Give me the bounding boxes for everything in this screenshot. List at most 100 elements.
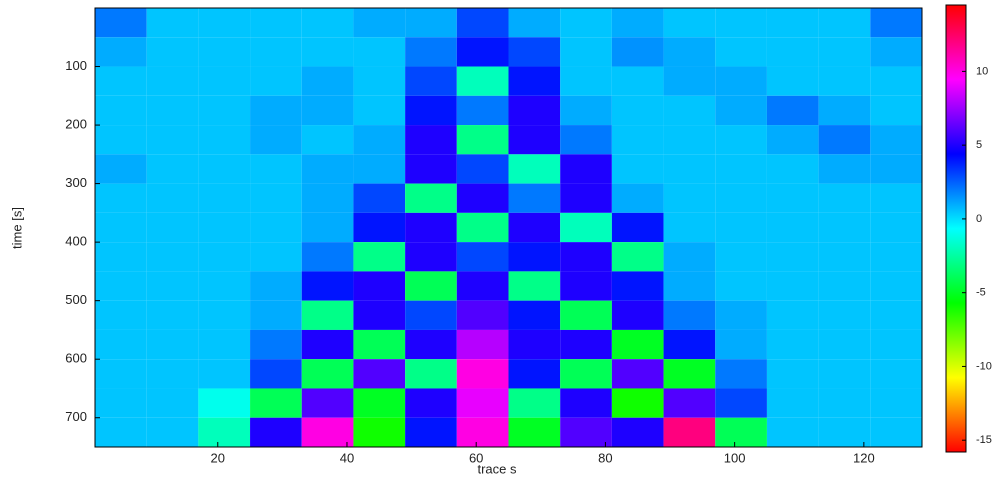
- heatmap-cell: [766, 8, 819, 38]
- heatmap-cell: [766, 212, 819, 243]
- heatmap-cell: [611, 183, 664, 213]
- y-tick-label: 600: [65, 351, 87, 366]
- heatmap-cell: [198, 271, 251, 301]
- heatmap-cell: [95, 8, 147, 38]
- colorbar-tick-label: 5: [976, 139, 982, 151]
- heatmap-cell: [818, 8, 871, 38]
- heatmap-cell: [405, 125, 457, 155]
- heatmap-cell: [663, 95, 716, 126]
- heatmap-cell: [560, 95, 612, 126]
- heatmap-cell: [611, 388, 664, 418]
- heatmap-cell: [405, 271, 457, 301]
- heatmap-cell: [353, 242, 406, 272]
- heatmap-cell: [250, 37, 302, 67]
- heatmap-cell: [818, 271, 871, 301]
- heatmap-cell: [560, 242, 612, 272]
- heatmap-cell: [818, 212, 871, 243]
- heatmap-cell: [870, 271, 922, 301]
- heatmap-cell: [198, 8, 251, 38]
- heatmap-cell: [198, 183, 251, 213]
- heatmap-cell: [301, 388, 354, 418]
- heatmap-cell: [508, 300, 561, 330]
- heatmap-cell: [663, 212, 716, 243]
- heatmap-cell: [353, 8, 406, 38]
- heatmap-cell: [405, 66, 457, 96]
- heatmap-cell: [611, 66, 664, 96]
- heatmap-cell: [663, 271, 716, 301]
- heatmap-cell: [818, 242, 871, 272]
- heatmap-cell: [95, 271, 147, 301]
- colorbar-tick-label: 10: [976, 65, 988, 77]
- heatmap-cell: [405, 8, 457, 38]
- heatmap-cell: [301, 417, 354, 447]
- heatmap-cell: [250, 154, 302, 184]
- heatmap-cell: [611, 271, 664, 301]
- heatmap-cell: [198, 125, 251, 155]
- heatmap-cell: [198, 329, 251, 360]
- heatmap-cell: [663, 125, 716, 155]
- heatmap-cell: [301, 212, 354, 243]
- heatmap-cell: [508, 37, 561, 67]
- x-tick-label: 80: [598, 450, 612, 465]
- heatmap-cell: [198, 95, 251, 126]
- heatmap-cell: [818, 329, 871, 360]
- heatmap-cell: [301, 300, 354, 330]
- heatmap-cell: [870, 359, 922, 389]
- heatmap-cell: [456, 125, 509, 155]
- heatmap-cell: [715, 300, 767, 330]
- heatmap-cell: [766, 271, 819, 301]
- heatmap-cell: [715, 242, 767, 272]
- heatmap-cell: [250, 359, 302, 389]
- heatmap-cell: [146, 329, 199, 360]
- heatmap-cell: [560, 37, 612, 67]
- y-axis-label: time [s]: [9, 207, 24, 249]
- heatmap-cell: [405, 417, 457, 447]
- heatmap-cell: [508, 359, 561, 389]
- heatmap-cell: [870, 125, 922, 155]
- heatmap-cell: [560, 300, 612, 330]
- heatmap-cell: [301, 271, 354, 301]
- heatmap-cell: [611, 154, 664, 184]
- heatmap-cell: [456, 271, 509, 301]
- heatmap-cell: [353, 154, 406, 184]
- heatmap-cell: [456, 359, 509, 389]
- y-tick-label: 100: [65, 58, 87, 73]
- heatmap-cell: [611, 242, 664, 272]
- heatmap-cell: [353, 37, 406, 67]
- heatmap-cell: [405, 359, 457, 389]
- heatmap-cell: [663, 8, 716, 38]
- heatmap-cell: [611, 300, 664, 330]
- heatmap-cell: [95, 154, 147, 184]
- heatmap-cell: [870, 8, 922, 38]
- heatmap-cell: [715, 66, 767, 96]
- heatmap-cell: [508, 212, 561, 243]
- heatmap-cell: [146, 95, 199, 126]
- heatmap-cell: [146, 388, 199, 418]
- heatmap-cell: [611, 8, 664, 38]
- heatmap-cell: [456, 183, 509, 213]
- heatmap-cell: [353, 329, 406, 360]
- heatmap-cell: [250, 417, 302, 447]
- heatmap-cell: [663, 329, 716, 360]
- heatmap-cell: [95, 125, 147, 155]
- heatmap-cell: [870, 154, 922, 184]
- heatmap-cell: [405, 242, 457, 272]
- heatmap-cell: [715, 417, 767, 447]
- heatmap-cell: [560, 359, 612, 389]
- heatmap-cell: [766, 125, 819, 155]
- heatmap-cell: [95, 300, 147, 330]
- heatmap-cell: [456, 8, 509, 38]
- heatmap-cell: [508, 388, 561, 418]
- plot-frame: [94, 7, 923, 448]
- heatmap-cell: [715, 359, 767, 389]
- heatmap-cell: [818, 37, 871, 67]
- heatmap-cell: [250, 125, 302, 155]
- heatmap-cell: [560, 417, 612, 447]
- heatmap-cell: [405, 154, 457, 184]
- heatmap-cell: [198, 359, 251, 389]
- x-tick-label: 60: [469, 450, 483, 465]
- heatmap-cell: [766, 388, 819, 418]
- heatmap-cell: [663, 417, 716, 447]
- colorbar: [945, 4, 967, 453]
